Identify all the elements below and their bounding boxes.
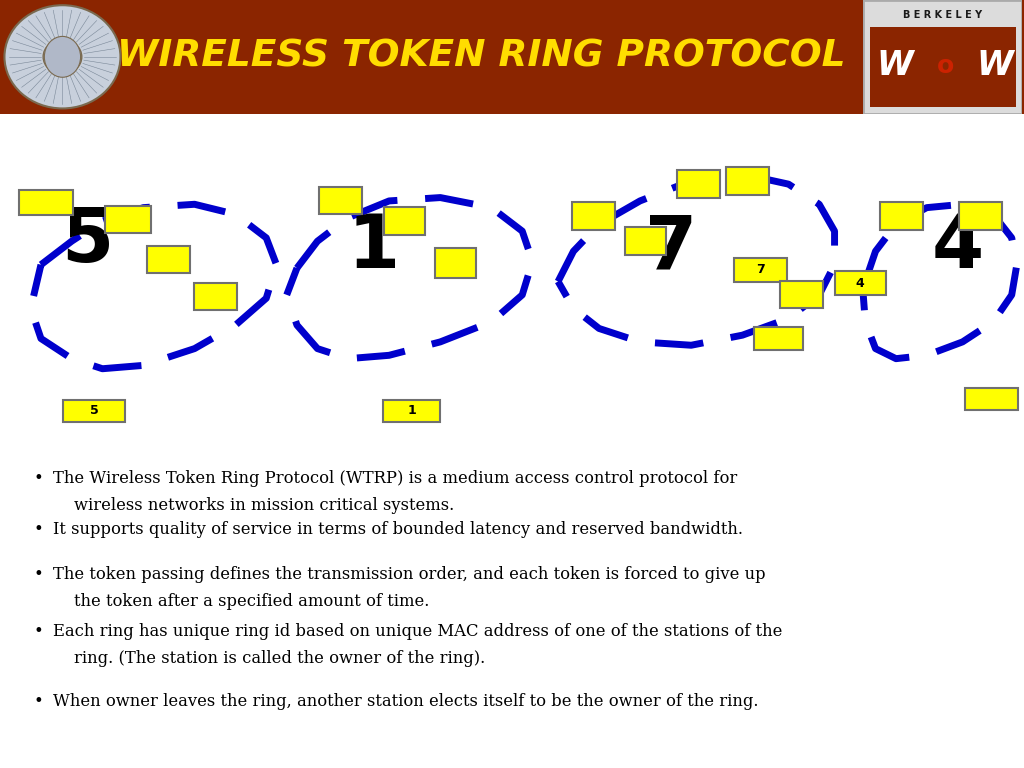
FancyBboxPatch shape	[105, 206, 152, 233]
FancyBboxPatch shape	[734, 257, 787, 282]
FancyBboxPatch shape	[959, 202, 1002, 230]
Text: Each ring has unique ring id based on unique MAC address of one of the stations : Each ring has unique ring id based on un…	[53, 623, 782, 640]
Text: 5: 5	[60, 205, 114, 278]
Text: •: •	[34, 693, 43, 710]
FancyBboxPatch shape	[880, 202, 923, 230]
Text: 1: 1	[408, 404, 416, 417]
FancyBboxPatch shape	[383, 400, 440, 422]
FancyBboxPatch shape	[835, 271, 886, 295]
Text: WIRELESS TOKEN RING PROTOCOL: WIRELESS TOKEN RING PROTOCOL	[117, 39, 846, 74]
Text: 4: 4	[856, 276, 864, 290]
Text: 7: 7	[757, 263, 765, 276]
Text: W: W	[977, 49, 1014, 82]
FancyBboxPatch shape	[572, 202, 615, 230]
FancyBboxPatch shape	[194, 283, 237, 310]
FancyBboxPatch shape	[726, 167, 769, 194]
Text: 5: 5	[90, 404, 98, 417]
FancyBboxPatch shape	[319, 187, 362, 214]
Text: When owner leaves the ring, another station elects itself to be the owner of the: When owner leaves the ring, another stat…	[53, 693, 759, 710]
Circle shape	[43, 40, 82, 74]
Text: ring. (The station is called the owner of the ring).: ring. (The station is called the owner o…	[53, 650, 485, 667]
FancyBboxPatch shape	[780, 282, 823, 308]
Text: 4: 4	[931, 211, 984, 284]
FancyBboxPatch shape	[435, 248, 476, 278]
FancyBboxPatch shape	[384, 207, 425, 235]
FancyBboxPatch shape	[63, 400, 125, 422]
Circle shape	[4, 5, 121, 108]
Ellipse shape	[44, 36, 81, 78]
Text: B E R K E L E Y: B E R K E L E Y	[903, 10, 982, 20]
Text: The token passing defines the transmission order, and each token is forced to gi: The token passing defines the transmissi…	[53, 565, 766, 583]
FancyBboxPatch shape	[19, 190, 73, 215]
Text: •: •	[34, 623, 43, 640]
FancyBboxPatch shape	[965, 388, 1018, 410]
Text: the token after a specified amount of time.: the token after a specified amount of ti…	[53, 593, 430, 610]
Text: wireless networks in mission critical systems.: wireless networks in mission critical sy…	[53, 497, 455, 514]
FancyBboxPatch shape	[754, 326, 803, 350]
Text: •: •	[34, 565, 43, 583]
Text: The Wireless Token Ring Protocol (WTRP) is a medium access control protocol for: The Wireless Token Ring Protocol (WTRP) …	[53, 470, 737, 487]
FancyBboxPatch shape	[147, 246, 190, 273]
Text: •: •	[34, 521, 43, 538]
Text: W: W	[877, 49, 913, 82]
Text: 7: 7	[644, 211, 697, 284]
FancyBboxPatch shape	[677, 170, 720, 198]
Text: •: •	[34, 470, 43, 487]
Text: It supports quality of service in terms of bounded latency and reserved bandwidt: It supports quality of service in terms …	[53, 521, 743, 538]
Text: o: o	[937, 54, 954, 78]
Text: 1: 1	[348, 211, 399, 284]
Bar	[869, 28, 1016, 107]
FancyBboxPatch shape	[625, 227, 666, 256]
